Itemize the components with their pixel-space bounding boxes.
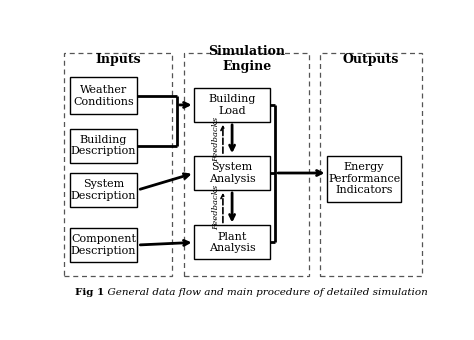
Text: General data flow and main procedure of detailed simulation: General data flow and main procedure of … bbox=[101, 288, 428, 296]
Text: Building
Load: Building Load bbox=[209, 94, 256, 116]
Text: Energy
Performance
Indicators: Energy Performance Indicators bbox=[328, 162, 400, 196]
Text: System
Description: System Description bbox=[71, 179, 136, 201]
Text: Component
Description: Component Description bbox=[71, 234, 136, 256]
Bar bbox=[70, 228, 137, 262]
Bar bbox=[194, 225, 270, 259]
Text: Inputs: Inputs bbox=[95, 53, 141, 66]
Bar bbox=[70, 78, 137, 114]
Text: Outputs: Outputs bbox=[343, 53, 399, 66]
Text: Fig 1: Fig 1 bbox=[75, 288, 104, 296]
Text: Simulation
Engine: Simulation Engine bbox=[208, 45, 285, 73]
Text: Weather
Conditions: Weather Conditions bbox=[73, 85, 134, 106]
Bar bbox=[194, 88, 270, 122]
Bar bbox=[320, 53, 422, 276]
Bar bbox=[64, 53, 172, 276]
Bar bbox=[184, 53, 309, 276]
Text: System
Analysis: System Analysis bbox=[209, 162, 255, 184]
Bar bbox=[70, 129, 137, 163]
Text: Plant
Analysis: Plant Analysis bbox=[209, 232, 255, 253]
Text: Building
Description: Building Description bbox=[71, 135, 136, 156]
Text: Feedbacks: Feedbacks bbox=[212, 185, 220, 230]
Text: Feedbacks: Feedbacks bbox=[212, 116, 220, 162]
Bar bbox=[328, 156, 401, 202]
Bar bbox=[70, 173, 137, 207]
Bar bbox=[194, 156, 270, 190]
